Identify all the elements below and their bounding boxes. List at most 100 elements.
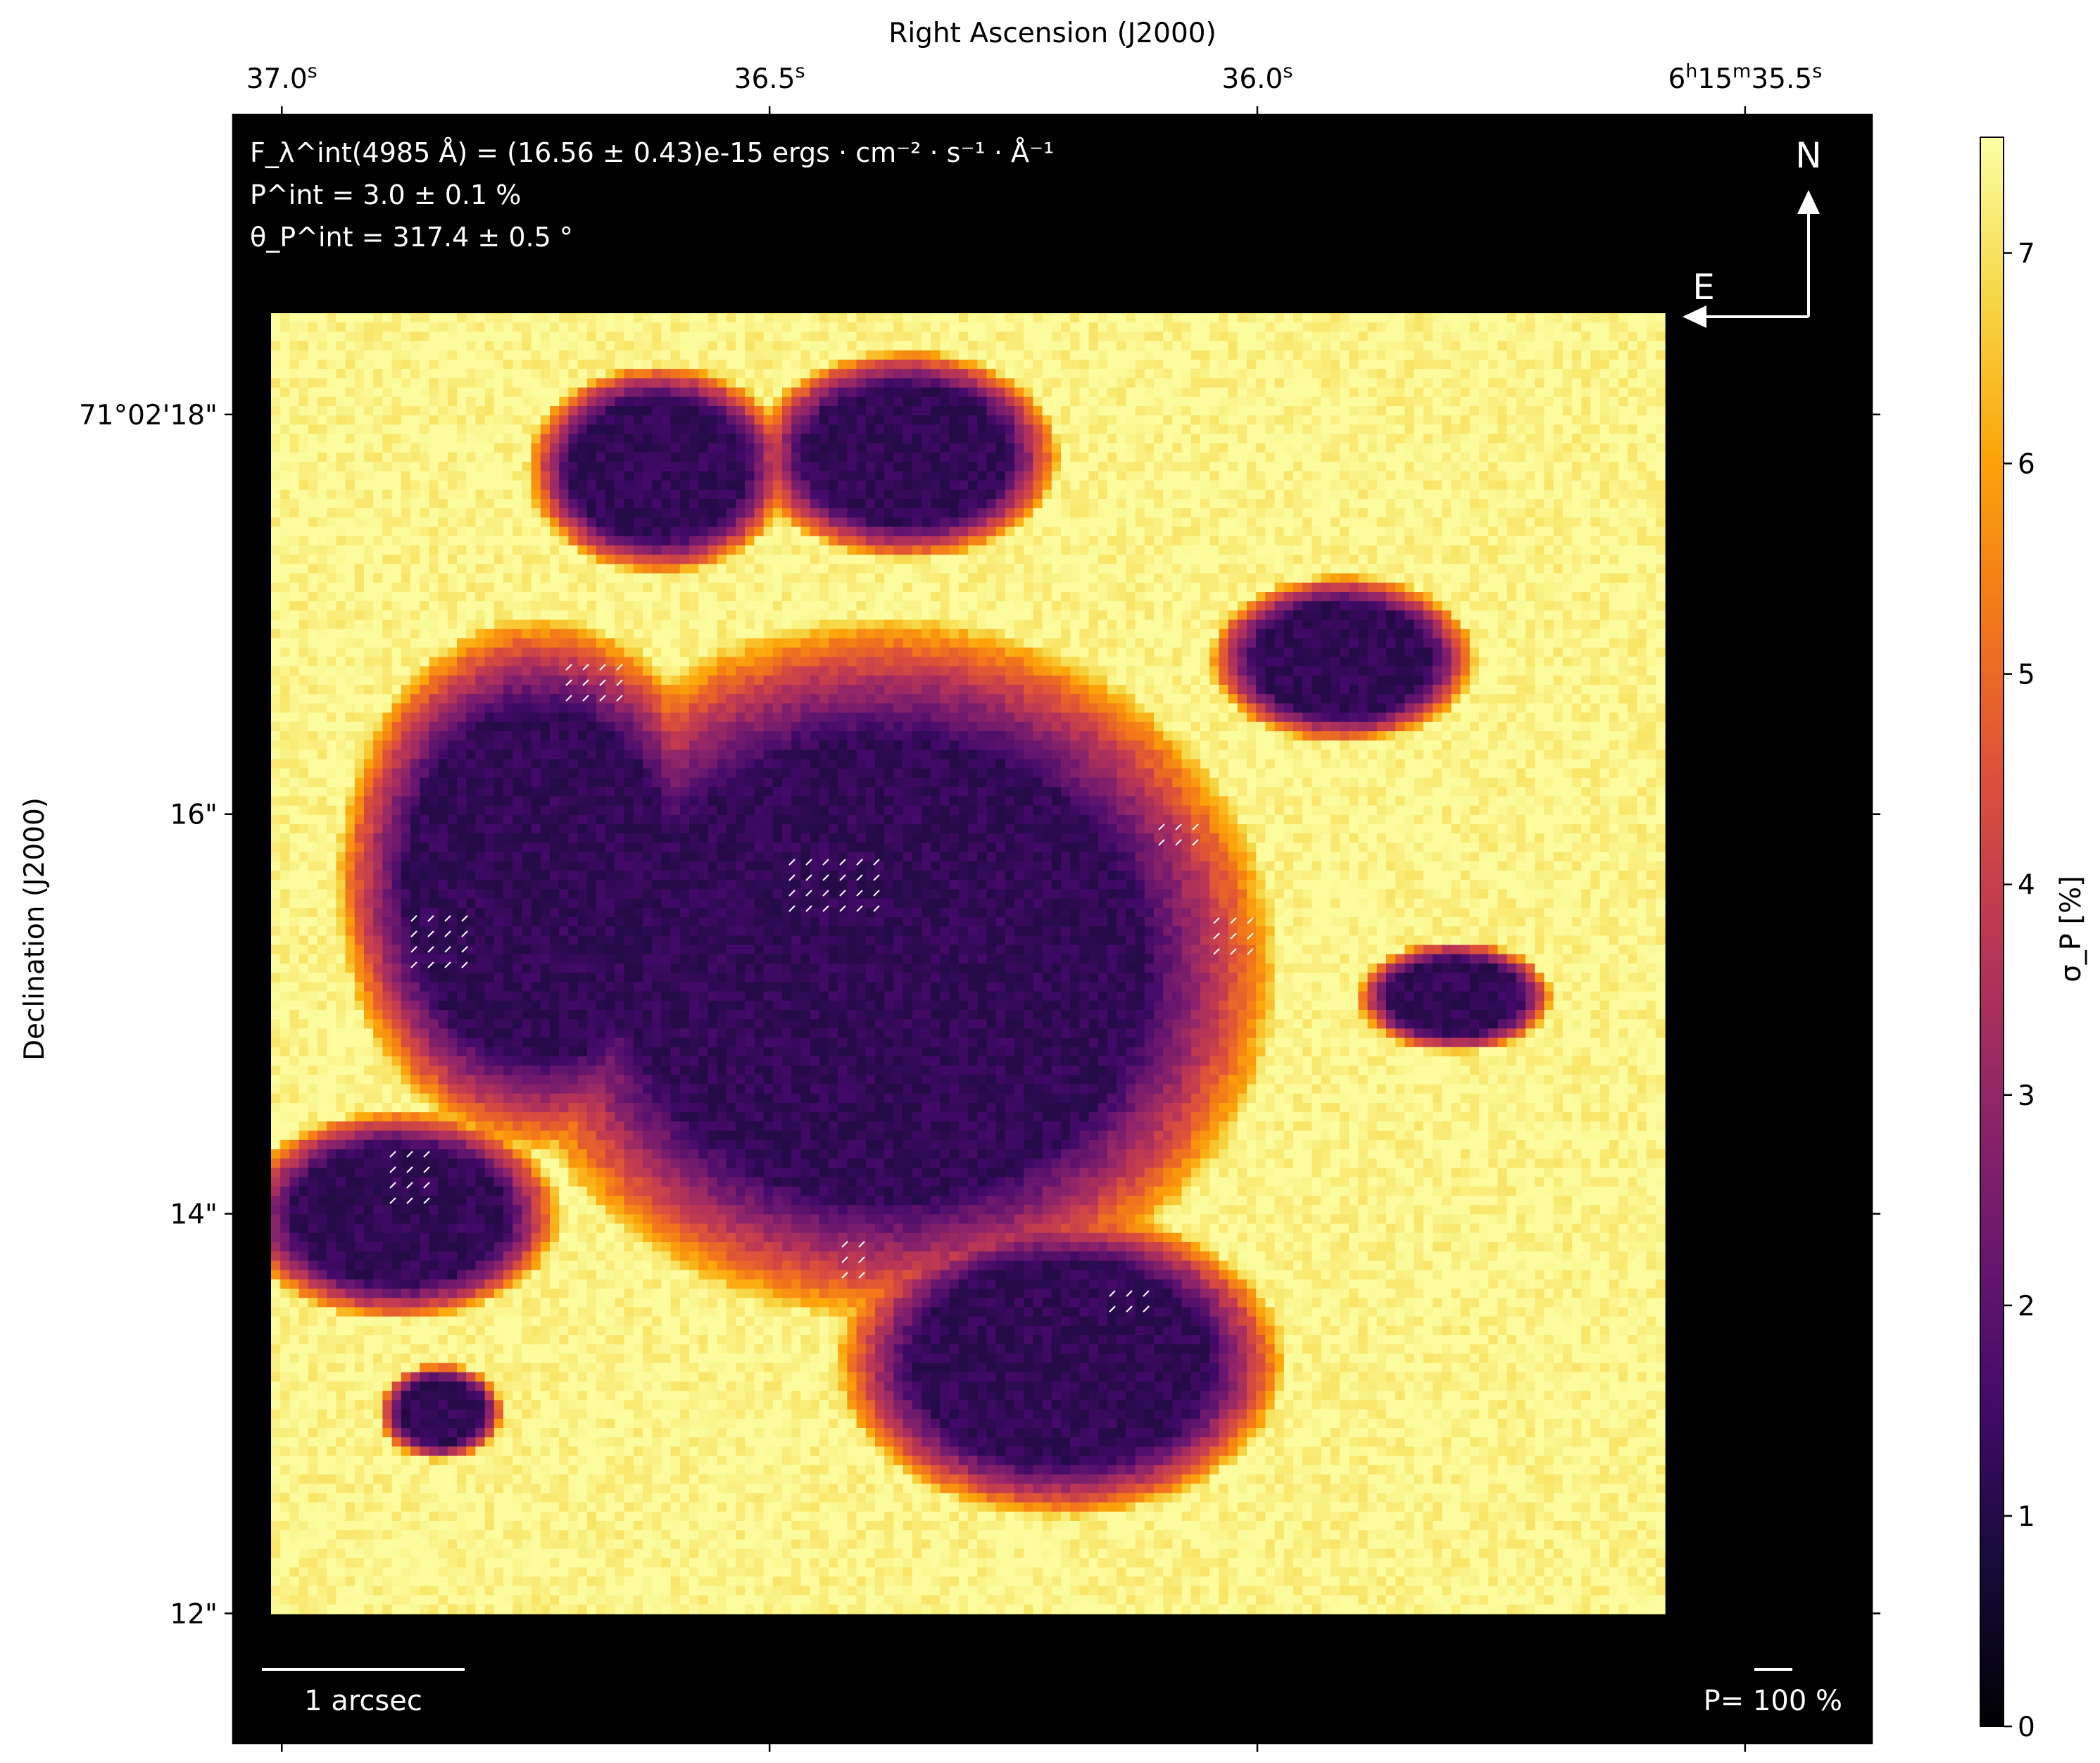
map-pixel <box>1079 517 1090 528</box>
map-pixel <box>1219 434 1229 444</box>
map-pixel <box>1190 406 1201 416</box>
map-pixel <box>1581 378 1591 388</box>
map-pixel <box>1014 453 1024 462</box>
map-pixel <box>717 489 727 500</box>
map-pixel <box>865 489 876 500</box>
map-pixel <box>856 536 867 546</box>
map-pixel <box>661 378 672 388</box>
map-pixel <box>633 517 643 528</box>
map-pixel <box>1042 443 1052 453</box>
map-pixel <box>1098 341 1108 351</box>
map-pixel <box>457 424 467 435</box>
map-pixel <box>1163 564 1173 574</box>
map-pixel <box>1190 471 1201 481</box>
map-pixel <box>615 360 625 369</box>
map-pixel <box>1451 526 1461 537</box>
map-pixel <box>1386 378 1396 388</box>
map-pixel <box>1256 424 1266 435</box>
map-pixel <box>819 471 829 481</box>
map-pixel <box>447 601 458 611</box>
map-pixel <box>1330 453 1340 462</box>
map-pixel <box>977 360 987 369</box>
map-pixel <box>986 387 997 398</box>
map-pixel <box>772 517 783 528</box>
map-pixel <box>847 555 857 564</box>
map-pixel <box>438 387 448 398</box>
map-pixel <box>940 526 950 537</box>
map-pixel <box>1098 592 1108 602</box>
map-pixel <box>1051 536 1062 546</box>
map-pixel <box>1599 582 1610 593</box>
map-pixel <box>1414 322 1424 332</box>
map-pixel <box>1358 462 1369 472</box>
map-pixel <box>513 555 522 564</box>
map-pixel <box>661 350 672 360</box>
map-pixel <box>1358 443 1369 453</box>
map-pixel <box>1098 424 1108 435</box>
map-pixel <box>1321 573 1331 583</box>
map-pixel <box>847 582 857 593</box>
map-pixel <box>1442 387 1452 398</box>
map-pixel <box>1423 387 1433 398</box>
map-pixel <box>791 592 801 602</box>
map-pixel <box>1618 378 1628 388</box>
map-pixel <box>1070 378 1080 388</box>
map-pixel <box>280 545 290 555</box>
map-pixel <box>1107 545 1117 555</box>
map-pixel <box>317 619 327 630</box>
map-pixel <box>1433 471 1442 481</box>
map-pixel <box>1154 331 1164 342</box>
map-pixel <box>1628 396 1637 407</box>
map-pixel <box>1237 545 1247 555</box>
map-pixel <box>410 526 420 537</box>
map-pixel <box>624 313 634 323</box>
map-pixel <box>1256 480 1266 491</box>
map-pixel <box>1283 573 1294 583</box>
map-pixel <box>995 610 1006 621</box>
map-pixel <box>1590 350 1601 360</box>
map-pixel <box>1014 360 1024 369</box>
map-pixel <box>1340 443 1350 453</box>
map-pixel <box>1005 536 1015 546</box>
map-pixel <box>958 601 969 611</box>
map-pixel <box>1181 582 1192 593</box>
map-pixel <box>1516 499 1526 509</box>
map-pixel <box>1637 360 1647 369</box>
map-pixel <box>782 378 792 388</box>
map-pixel <box>1181 517 1192 528</box>
map-pixel <box>800 341 811 351</box>
map-pixel <box>354 415 365 425</box>
map-pixel <box>1154 582 1164 593</box>
map-pixel <box>1005 453 1015 462</box>
map-pixel <box>1163 462 1173 472</box>
map-pixel <box>1516 526 1526 537</box>
map-pixel <box>484 396 495 407</box>
map-pixel <box>1340 499 1350 509</box>
map-pixel <box>1358 610 1369 621</box>
map-pixel <box>847 369 857 379</box>
map-pixel <box>1386 369 1396 379</box>
map-pixel <box>373 313 383 323</box>
map-pixel <box>1117 331 1126 342</box>
map-pixel <box>829 526 838 537</box>
map-pixel <box>1544 545 1554 555</box>
map-pixel <box>1590 489 1601 500</box>
map-pixel <box>1655 536 1666 546</box>
map-pixel <box>1572 517 1582 528</box>
map-pixel <box>819 564 829 574</box>
map-pixel <box>364 341 374 351</box>
map-pixel <box>1107 369 1117 379</box>
map-pixel <box>968 378 978 388</box>
map-pixel <box>1609 526 1619 537</box>
map-pixel <box>1079 564 1090 574</box>
map-pixel <box>391 471 402 481</box>
map-pixel <box>1135 517 1145 528</box>
map-pixel <box>1330 508 1340 518</box>
map-pixel <box>1349 564 1359 574</box>
map-pixel <box>1024 508 1033 518</box>
map-pixel <box>382 453 393 462</box>
map-pixel <box>643 396 653 407</box>
map-pixel <box>1265 350 1276 360</box>
map-pixel <box>1033 387 1043 398</box>
map-pixel <box>763 396 774 407</box>
